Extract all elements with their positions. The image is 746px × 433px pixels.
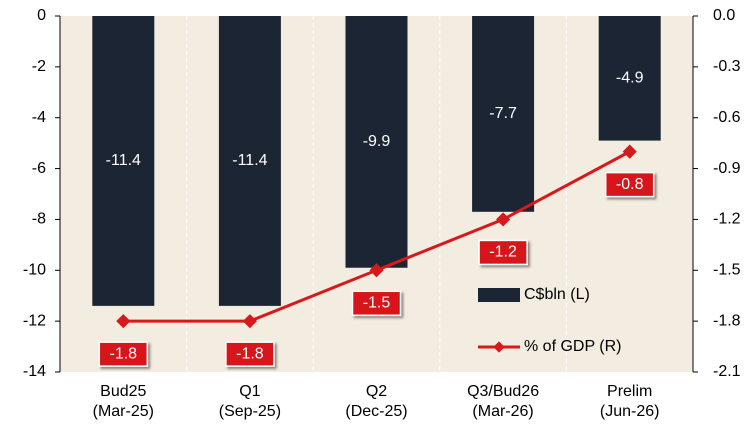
point-label-box — [351, 290, 402, 317]
y-tick-label: -10 — [23, 262, 46, 279]
y-tick-label: -6 — [32, 160, 46, 177]
x-tick-label: (Dec-25) — [345, 403, 407, 420]
point-value-label: -1.8 — [110, 345, 138, 362]
point-label-box — [478, 239, 528, 266]
point — [116, 314, 131, 329]
y2-tick-label: -1.2 — [713, 211, 741, 228]
bar — [345, 16, 408, 268]
point-value-label: -1.8 — [236, 345, 264, 362]
point-label-box — [98, 341, 149, 367]
x-tick-label: Bud25 — [100, 383, 146, 400]
legend-label: % of GDP (R) — [524, 338, 622, 355]
y-tick-label: 0 — [37, 7, 46, 24]
y2-tick-label: -0.9 — [713, 160, 741, 177]
x-tick-label: (Jun-26) — [600, 403, 660, 420]
point-value-label: -0.8 — [616, 176, 644, 193]
y-tick-label: -2 — [32, 58, 46, 75]
y-tick-label: -4 — [32, 109, 46, 126]
x-tick-label: (Mar-26) — [472, 403, 533, 420]
y-tick-label: -8 — [32, 211, 46, 228]
x-tick-label: Prelim — [607, 383, 652, 400]
point-label-box — [604, 171, 655, 198]
y2-tick-label: -2.1 — [713, 363, 741, 380]
bar-value-label: -7.7 — [489, 105, 517, 122]
bar-value-label: -11.4 — [232, 152, 267, 169]
point — [496, 212, 511, 227]
point-label-box — [225, 341, 275, 367]
bar-value-label: -4.9 — [616, 70, 644, 87]
point — [622, 144, 637, 159]
legend-label: C$bln (L) — [524, 286, 590, 303]
bar-value-label: -9.9 — [363, 133, 391, 150]
bar — [598, 16, 661, 141]
y2-tick-label: 0.0 — [713, 7, 735, 24]
y2-tick-label: -0.6 — [713, 109, 741, 126]
legend-marker — [493, 341, 505, 353]
legend-swatch — [478, 288, 520, 302]
bar-value-label: -11.4 — [106, 152, 141, 169]
y-tick-label: -12 — [23, 312, 46, 329]
bar — [218, 16, 281, 306]
point — [242, 314, 257, 329]
bar — [472, 16, 535, 212]
y2-tick-label: -0.3 — [713, 58, 741, 75]
point — [369, 263, 384, 278]
point-value-label: -1.2 — [489, 244, 517, 261]
y-tick-label: -14 — [23, 363, 46, 380]
x-tick-label: (Mar-25) — [93, 403, 154, 420]
y2-tick-label: -1.8 — [713, 312, 741, 329]
x-tick-label: Q3/Bud26 — [467, 383, 539, 400]
x-tick-label: Q1 — [239, 383, 260, 400]
x-tick-label: Q2 — [366, 383, 387, 400]
point-value-label: -1.5 — [363, 295, 391, 312]
x-tick-label: (Sep-25) — [219, 403, 281, 420]
bar — [92, 16, 155, 306]
y2-tick-label: -1.5 — [713, 262, 741, 279]
